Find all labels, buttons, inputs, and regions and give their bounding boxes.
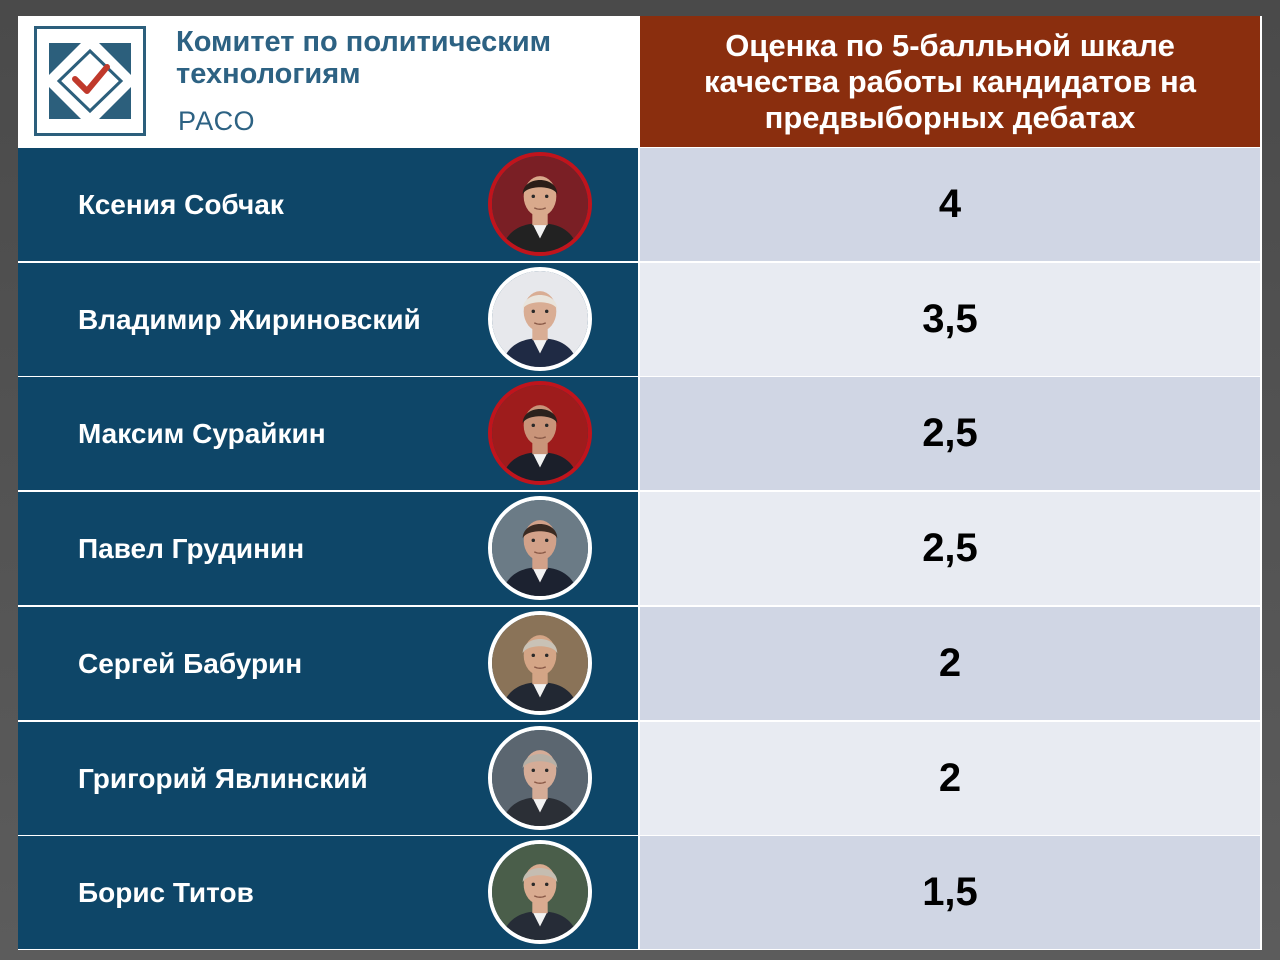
candidate-name: Борис Титов — [78, 877, 254, 909]
candidate-name-cell: Григорий Явлинский — [18, 721, 638, 835]
committee-logo-icon — [34, 26, 146, 136]
candidate-name-cell: Ксения Собчак — [18, 148, 638, 261]
rating-slide: Комитет по политическим технологиям РАСО… — [18, 16, 1262, 950]
logo-title: Комитет по политическим технологиям — [176, 26, 552, 90]
candidate-name: Ксения Собчак — [78, 189, 284, 220]
logo-subtitle: РАСО — [178, 106, 256, 136]
candidate-name-cell: Павел Грудинин — [18, 492, 638, 606]
candidate-name: Григорий Явлинский — [78, 762, 368, 794]
score-cell: 1,5 — [640, 836, 1260, 950]
table-row: Ксения Собчак 4 — [18, 148, 1262, 261]
score-column-header: Оценка по 5-балльной шкале качества рабо… — [640, 16, 1260, 147]
score-value: 4 — [938, 182, 962, 226]
table-row: Владимир Жириновский 3,5 — [18, 262, 1262, 376]
candidate-photo-avatar — [488, 610, 592, 715]
candidate-photo-avatar — [488, 381, 592, 486]
score-column-title: Оценка по 5-балльной шкале качества рабо… — [704, 27, 1196, 135]
candidate-name-cell: Максим Сурайкин — [18, 377, 638, 491]
candidate-photo-avatar — [488, 266, 592, 371]
table-row: Максим Сурайкин 2,5 — [18, 377, 1262, 491]
score-cell: 2 — [640, 721, 1260, 835]
candidate-photo-avatar — [488, 152, 592, 256]
table-row: Павел Грудинин 2,5 — [18, 492, 1262, 606]
candidate-name: Владимир Жириновский — [78, 303, 421, 335]
candidate-name: Сергей Бабурин — [78, 647, 303, 679]
candidate-name-cell: Владимир Жириновский — [18, 262, 638, 376]
score-value: 2 — [938, 755, 962, 800]
score-cell: 2 — [640, 606, 1260, 720]
candidate-photo-avatar — [488, 725, 592, 830]
candidate-name: Павел Грудинин — [78, 533, 305, 565]
table-row: Борис Титов 1,5 — [18, 836, 1262, 950]
candidate-photo-avatar — [488, 496, 592, 601]
candidate-name-cell: Борис Титов — [18, 836, 638, 950]
candidate-photo-avatar — [488, 840, 592, 945]
score-cell: 4 — [640, 148, 1260, 261]
table-row: Григорий Явлинский 2 — [18, 721, 1262, 835]
score-cell: 2,5 — [640, 377, 1260, 491]
score-value: 1,5 — [922, 870, 978, 915]
candidate-name: Максим Сурайкин — [78, 418, 326, 450]
score-value: 2,5 — [922, 526, 978, 571]
score-value: 2,5 — [922, 411, 978, 456]
score-value: 3,5 — [922, 296, 978, 341]
score-value: 2 — [938, 640, 962, 685]
table-row: Сергей Бабурин 2 — [18, 606, 1262, 720]
candidate-name-cell: Сергей Бабурин — [18, 606, 638, 720]
logo-block: Комитет по политическим технологиям РАСО — [18, 16, 638, 147]
score-cell: 3,5 — [640, 262, 1260, 376]
score-cell: 2,5 — [640, 492, 1260, 606]
